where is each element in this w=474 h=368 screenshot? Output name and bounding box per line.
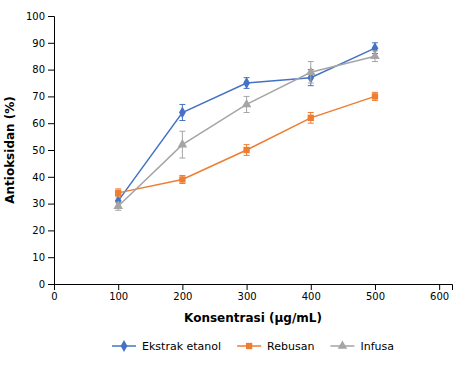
line [118,56,375,206]
legend: Ekstrak etanol Rebusan Infusa [112,340,394,353]
legend-item: Ekstrak etanol [112,340,221,353]
legend-marker [338,340,348,348]
tick-mark [439,284,440,290]
tick: 400 [302,284,321,302]
tick-label: 60 [32,118,45,129]
tick-label: 90 [32,38,45,49]
tick-label: 40 [32,172,45,183]
tick-mark [48,96,54,97]
error-bar [179,104,185,120]
error-bar [179,175,185,183]
marker [370,51,380,59]
error-bar [308,112,314,123]
legend-marker [246,343,252,349]
tick: 100 [26,11,54,22]
tick: 30 [32,198,54,209]
tick: 90 [32,38,54,49]
marks [113,42,379,210]
marker [115,190,121,196]
tick: 80 [32,64,54,75]
tick: 40 [32,172,54,183]
tick-label: 300 [238,291,257,302]
marker [178,139,188,147]
axis-line [55,285,453,291]
marker [113,201,123,209]
axis-line [48,17,55,285]
tick: 100 [109,284,128,302]
tick: 500 [366,284,385,302]
legend-item: Rebusan [237,340,314,353]
error-bar [372,92,378,100]
legend-label: Ekstrak etanol [142,340,221,353]
tick-label: 80 [32,64,45,75]
tick: 60 [32,118,54,129]
tick-label: 70 [32,91,45,102]
tick-mark [247,284,248,290]
error-bar [244,78,250,89]
legend-label: Infusa [360,340,394,353]
plot: 0 100 200 300 400 500 600 0 10 20 30 40 50 60 70 80 90 10… [26,11,453,302]
tick-mark [118,284,119,290]
tick: 10 [32,252,54,263]
series [115,42,379,207]
tick-mark [48,284,54,285]
tick-mark [182,284,183,290]
tick-label: 0 [51,291,57,302]
tick-label: 30 [32,198,45,209]
x-axis: 0 100 200 300 400 500 600 [51,284,452,302]
legend-label: Rebusan [267,340,314,353]
tick-label: 20 [32,225,45,236]
tick-label: 600 [430,291,449,302]
chart: 0 100 200 300 400 500 600 0 10 20 30 40 50 60 70 80 90 10… [0,0,474,368]
tick-mark [311,284,312,290]
line [118,48,375,201]
tick-mark [48,177,54,178]
tick: 50 [32,145,54,156]
tick-mark [48,204,54,205]
tick: 200 [173,284,192,302]
y-axis-title: Antioksidan (%) [3,96,17,204]
error-bar [115,189,121,197]
tick-mark [48,257,54,258]
tick-mark [48,123,54,124]
error-bar [244,145,250,156]
tick-label: 50 [32,145,45,156]
marker [308,115,314,121]
tick-label: 10 [32,252,45,263]
tick-mark [48,70,54,71]
x-axis-title: Konsentrasi (μg/mL) [184,311,322,325]
tick: 300 [238,284,257,302]
tick: 600 [430,284,449,302]
tick: 20 [32,225,54,236]
tick-label: 100 [26,11,45,22]
tick: 70 [32,91,54,102]
tick-mark [48,230,54,231]
tick-mark [48,43,54,44]
tick-mark [48,16,54,17]
line [118,96,375,192]
tick: 0 [51,284,57,302]
tick-label: 200 [173,291,192,302]
marker [179,176,185,182]
legend-item: Infusa [330,340,394,353]
marker [243,147,249,153]
series [113,51,379,211]
marker [243,77,250,89]
y-axis: 0 10 20 30 40 50 60 70 80 90 100 [26,11,55,290]
legend-marker [121,340,128,352]
tick-mark [375,284,376,290]
series [115,92,378,197]
tick-label: 400 [302,291,321,302]
tick-label: 0 [39,279,45,290]
marker [306,67,316,75]
tick-label: 100 [109,291,128,302]
marker [242,99,252,107]
tick-label: 500 [366,291,385,302]
marker [179,107,186,119]
tick: 0 [39,279,54,290]
tick-mark [48,150,54,151]
marker [372,93,378,99]
